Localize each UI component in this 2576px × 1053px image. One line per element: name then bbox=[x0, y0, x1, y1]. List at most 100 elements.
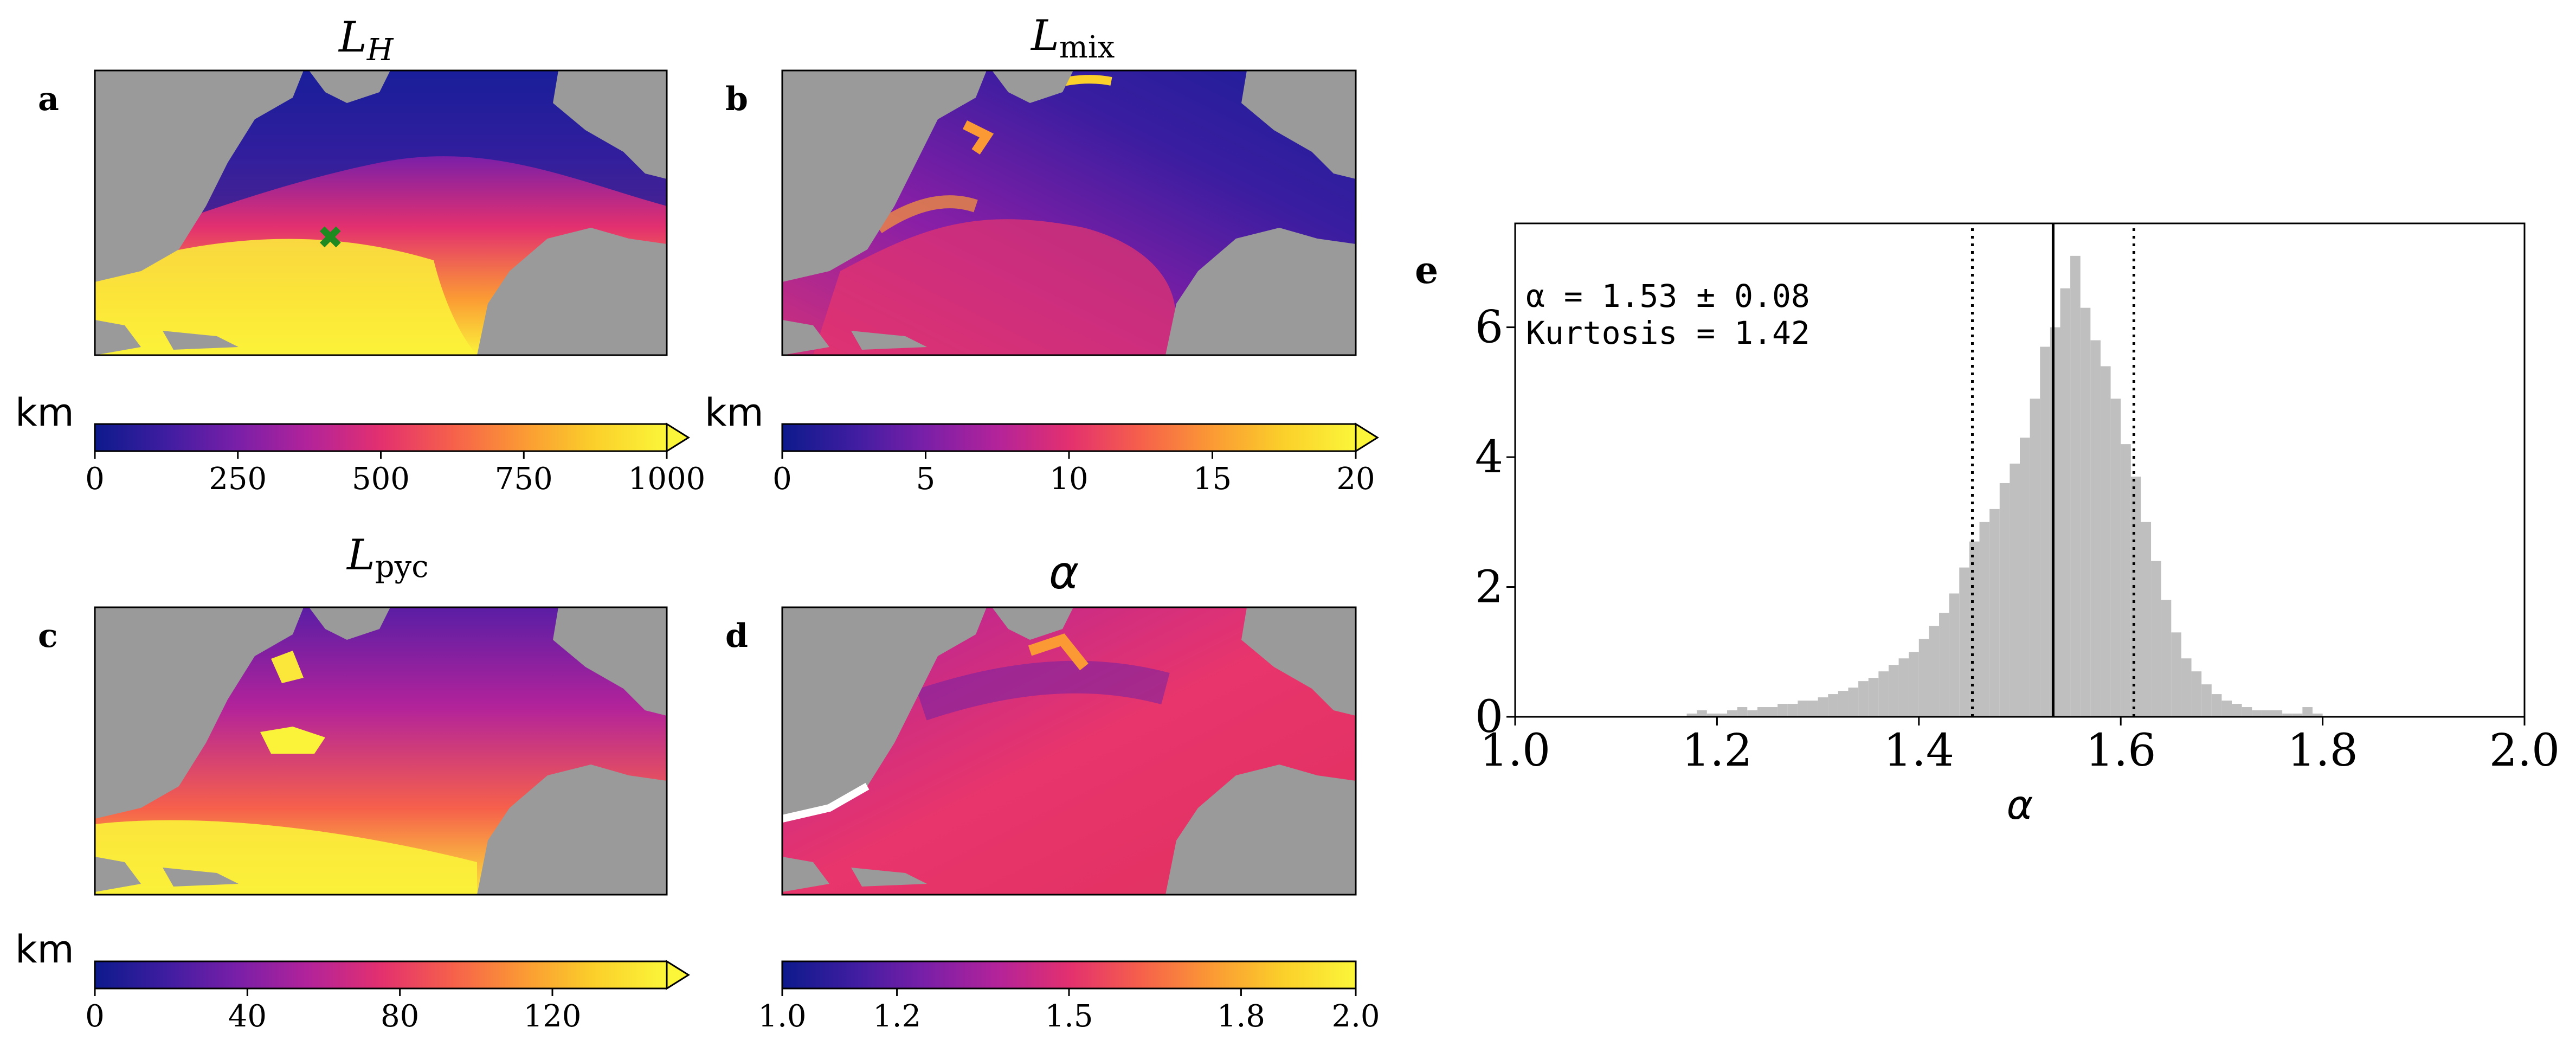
histogram-bar bbox=[1818, 697, 1828, 717]
histogram-bar bbox=[1767, 707, 1778, 717]
colorbar-d-ticks: 1.0 1.2 1.5 1.8 2.0 bbox=[758, 988, 1380, 1034]
histogram-bar bbox=[2130, 476, 2141, 717]
panel-a-letter: a bbox=[38, 80, 59, 118]
histogram-bar bbox=[2302, 707, 2313, 717]
histogram-bar bbox=[1807, 701, 1818, 717]
histogram-bar bbox=[2121, 444, 2131, 717]
map-d bbox=[781, 606, 1357, 896]
histogram-bar bbox=[1898, 658, 1909, 717]
panel-a-title: LH bbox=[338, 13, 394, 68]
x-tick-label: 1.8 bbox=[2287, 725, 2358, 776]
histogram-bar bbox=[2050, 327, 2060, 717]
histogram-bar bbox=[2060, 288, 2071, 717]
histogram-bar bbox=[2110, 399, 2121, 717]
histogram-bar bbox=[2020, 438, 2030, 717]
colorbar-d-tick-label: 1.2 bbox=[873, 999, 921, 1034]
colorbar-a-tick-label: 750 bbox=[495, 461, 553, 497]
panel-c-title-main: L bbox=[346, 531, 375, 580]
histogram-bar bbox=[1757, 707, 1768, 717]
histogram-bar bbox=[1949, 593, 1960, 717]
histogram-bar bbox=[1848, 688, 1859, 717]
histogram-bar bbox=[1717, 714, 1728, 717]
histogram-bars bbox=[1686, 255, 2323, 717]
y-tick-label: 0 bbox=[1475, 691, 1503, 743]
colorbar-c-tick-label: 80 bbox=[381, 999, 419, 1034]
histogram-bar bbox=[2010, 464, 2020, 717]
colorbar-b-tick-label: 5 bbox=[916, 461, 936, 497]
histogram-bar bbox=[2211, 694, 2222, 717]
histogram-bar bbox=[2171, 632, 2181, 717]
histogram-bar bbox=[1737, 707, 1748, 717]
histogram-bar bbox=[1909, 652, 1919, 717]
histogram-bar bbox=[1979, 522, 1990, 717]
colorbar-b-unit: km bbox=[705, 390, 764, 435]
panel-d: d α 1.0 1.2 1.5 1.8 2.0 bbox=[725, 546, 1380, 1034]
histogram-bar bbox=[1858, 681, 1869, 717]
histogram-bar bbox=[1828, 694, 1838, 717]
histogram-y-ticks: 0 2 4 6 bbox=[1475, 302, 1515, 743]
histogram-reference-lines bbox=[1970, 223, 2135, 717]
histogram-bar bbox=[2221, 701, 2232, 717]
panel-d-letter: d bbox=[725, 617, 748, 655]
colorbar-c-unit: km bbox=[15, 927, 74, 972]
histogram-bar bbox=[1969, 541, 1980, 717]
colorbar-b-tick-label: 15 bbox=[1193, 461, 1232, 497]
histogram-bar bbox=[1778, 704, 1788, 717]
colorbar-d-tick-label: 1.0 bbox=[758, 999, 806, 1034]
colorbar-a-tick-label: 0 bbox=[85, 461, 105, 497]
histogram-bar bbox=[2151, 561, 2161, 717]
annotation-kurtosis: Kurtosis = 1.42 bbox=[1526, 314, 1810, 351]
histogram-bar bbox=[1686, 714, 1697, 717]
histogram-bar bbox=[2181, 658, 2192, 717]
colorbar-a-tick-label: 500 bbox=[352, 461, 410, 497]
histogram-bar bbox=[2312, 714, 2323, 717]
panel-c-title-sub: pyc bbox=[375, 549, 429, 585]
histogram-axes-frame bbox=[1514, 222, 2526, 718]
histogram-bar bbox=[2292, 714, 2303, 717]
histogram-bar bbox=[1939, 613, 1949, 717]
histogram-bar bbox=[1787, 704, 1798, 717]
colorbar-b-tick-label: 20 bbox=[1336, 461, 1375, 497]
colorbar-a-tick-label: 1000 bbox=[628, 461, 706, 497]
colorbar-d-tick-label: 2.0 bbox=[1331, 999, 1380, 1034]
panel-a-title-main: L bbox=[338, 13, 367, 62]
y-tick-label: 6 bbox=[1475, 302, 1503, 354]
colorbar-b-ticks: 0 5 10 15 20 bbox=[772, 451, 1375, 497]
panel-a-title-sub: H bbox=[366, 33, 394, 68]
histogram-bar bbox=[2080, 307, 2091, 717]
histogram-bar bbox=[1959, 567, 1969, 717]
x-tick-label: 2.0 bbox=[2489, 725, 2560, 776]
panel-b-title-sub: mix bbox=[1059, 30, 1115, 65]
histogram-bar bbox=[2070, 255, 2081, 717]
y-tick-label: 4 bbox=[1475, 432, 1503, 483]
colorbar-b: km 0 5 10 15 20 bbox=[705, 390, 1379, 497]
histogram-bar bbox=[1888, 665, 1899, 717]
colorbar-b-tick-label: 0 bbox=[772, 461, 792, 497]
histogram-bar bbox=[1999, 483, 2010, 717]
histogram-bar bbox=[1706, 714, 1717, 717]
colorbar-a-ticks: 0 250 500 750 1000 bbox=[85, 451, 705, 497]
colorbar-a-tick-label: 250 bbox=[209, 461, 267, 497]
histogram-bar bbox=[2232, 704, 2242, 717]
panel-c-letter: c bbox=[38, 617, 58, 655]
annotation-alpha: α = 1.53 ± 0.08 bbox=[1526, 278, 1810, 314]
histogram-bar bbox=[1918, 639, 1929, 717]
map-c bbox=[94, 606, 668, 896]
colorbar-c-tick-label: 40 bbox=[228, 999, 267, 1034]
colorbar-b-tick-label: 10 bbox=[1049, 461, 1088, 497]
colorbar-a: km 0 250 500 750 1000 bbox=[15, 390, 705, 497]
histogram-bar bbox=[1868, 678, 1879, 717]
panel-e: e 1.0 1.2 1.4 1.6 1.8 2.0 0 2 4 6 α α = 1.53 ± 0… bbox=[1415, 222, 2560, 829]
x-tick-label: 1.4 bbox=[1884, 725, 1954, 776]
colorbar-d-tick-label: 1.8 bbox=[1217, 999, 1265, 1034]
histogram-bar bbox=[2090, 340, 2101, 717]
colorbar-d-tick-label: 1.5 bbox=[1045, 999, 1093, 1034]
panel-c-title: Lpyc bbox=[346, 531, 429, 585]
histogram-bar bbox=[1747, 710, 1757, 717]
histogram-bar bbox=[2262, 710, 2272, 717]
histogram-bar bbox=[2191, 671, 2202, 717]
x-tick-label: 1.6 bbox=[2085, 725, 2156, 776]
histogram-bar bbox=[2201, 684, 2212, 717]
histogram-bar bbox=[2030, 399, 2040, 717]
